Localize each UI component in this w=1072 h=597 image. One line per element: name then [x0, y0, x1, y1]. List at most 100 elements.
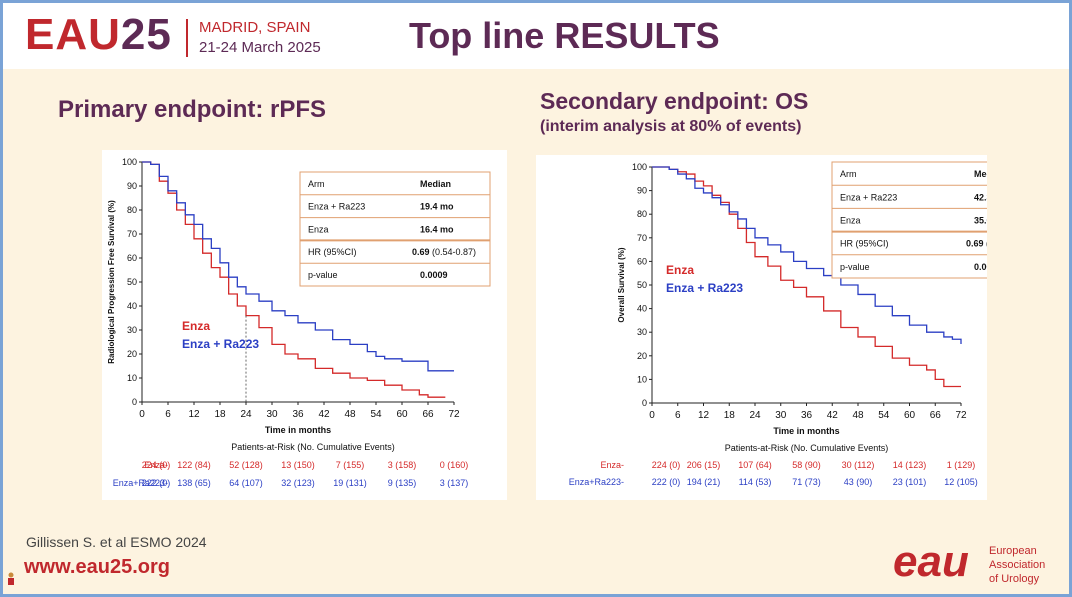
legend-enza: Enza	[666, 263, 694, 277]
risk-value: 30 (112)	[842, 460, 875, 470]
x-tick-label: 18	[214, 409, 226, 420]
risk-value: 13 (150)	[281, 460, 315, 470]
risk-value: 23 (101)	[893, 477, 927, 487]
table-cell-arm: p-value	[308, 270, 338, 280]
risk-value: 222 (0)	[652, 477, 681, 487]
risk-value: 222 (0)	[142, 478, 171, 488]
legend-enza: Enza	[182, 319, 210, 333]
table-cell-hr: 0.69 (0.52-0.90)	[966, 239, 987, 249]
risk-value: 224 (0)	[652, 460, 681, 470]
risk-value: 206 (15)	[687, 460, 721, 470]
risk-row-label: Enza+Ra223-	[113, 478, 168, 488]
table-cell-arm: Enza + Ra223	[308, 202, 365, 212]
rpfs-km-chart: 0 10 20 30 40 50 60 70 80 90 100 0 6 12 18 24 30 36 42 48 54…	[107, 157, 491, 488]
table-cell-arm: HR (95%CI)	[840, 239, 889, 249]
table-cell-median: 16.4 mo	[420, 224, 454, 234]
risk-value: 3 (158)	[388, 460, 417, 470]
table-cell-median: 0.0031	[974, 262, 987, 272]
secondary-endpoint-subtitle: (interim analysis at 80% of events)	[540, 118, 802, 135]
y-tick-label: 100	[632, 162, 647, 172]
risk-value: 138 (65)	[177, 478, 211, 488]
os-chart-panel: 0 10 20 30 40 50 60 70 80 90 100 0 6 12 18 24 30 36 42 48 54…	[536, 155, 1038, 500]
organization-name: European Association of Urology	[989, 545, 1045, 586]
risk-value: 122 (84)	[177, 460, 211, 470]
y-tick-label: 10	[127, 373, 137, 383]
table-cell-arm: Enza + Ra223	[840, 192, 897, 202]
slide-title: Top line RESULTS	[409, 15, 720, 56]
risk-value: 224 (0)	[142, 460, 171, 470]
table-header-arm: Arm	[308, 179, 325, 189]
y-tick-label: 40	[637, 304, 647, 314]
x-axis-label: Time in months	[773, 426, 839, 436]
x-tick-label: 30	[266, 409, 278, 420]
table-cell-median: 35.0 mo	[974, 215, 987, 225]
os-km-chart: 0 10 20 30 40 50 60 70 80 90 100 0 6 12 18 24 30 36 42 48 54…	[569, 161, 1038, 487]
y-tick-label: 20	[637, 351, 647, 361]
risk-value: 43 (90)	[844, 477, 873, 487]
x-tick-label: 30	[775, 410, 787, 421]
y-tick-label: 90	[637, 186, 647, 196]
x-tick-label: 72	[448, 409, 460, 420]
risk-value: 14 (123)	[893, 460, 927, 470]
legend-enza-ra223: Enza + Ra223	[666, 281, 743, 295]
x-axis-label: Time in months	[265, 425, 331, 435]
table-header-arm: Arm	[840, 169, 857, 179]
y-axis-label: Overall Survival (%)	[617, 247, 626, 322]
y-tick-label: 70	[127, 229, 137, 239]
risk-value: 1 (129)	[947, 460, 976, 470]
x-tick-label: 42	[827, 410, 839, 421]
x-tick-label: 42	[318, 409, 330, 420]
eau-footer-logo: eau	[893, 537, 969, 586]
table-cell-arm: Enza	[308, 224, 329, 234]
enza-ra223-curve	[652, 166, 962, 344]
risk-value: 12 (105)	[944, 477, 978, 487]
x-tick-label: 0	[649, 410, 655, 421]
legend-enza-ra223: Enza + Ra223	[182, 337, 259, 351]
x-tick-label: 24	[240, 409, 252, 420]
x-tick-label: 6	[165, 409, 171, 420]
org-line-3: of Urology	[989, 572, 1040, 585]
y-tick-label: 50	[637, 280, 647, 290]
x-tick-label: 18	[724, 410, 736, 421]
y-tick-label: 0	[642, 398, 647, 408]
rpfs-chart-panel: 0 10 20 30 40 50 60 70 80 90 100 0 6 12 18 24 30 36 42 48 54…	[102, 150, 507, 500]
logo-divider	[186, 19, 188, 57]
person-icon	[8, 572, 14, 585]
risk-value: 52 (128)	[229, 460, 263, 470]
x-tick-label: 6	[675, 410, 681, 421]
y-tick-label: 90	[127, 181, 137, 191]
enza-curve	[142, 161, 446, 398]
y-tick-label: 0	[132, 397, 137, 407]
risk-value: 64 (107)	[229, 478, 263, 488]
table-cell-median: 42.3 mo	[974, 192, 987, 202]
risk-value: 3 (137)	[440, 478, 469, 488]
risk-row-label: Enza+Ra223-	[569, 477, 624, 487]
enza-curve	[652, 166, 961, 388]
x-tick-label: 24	[749, 410, 761, 421]
risk-value: 32 (123)	[281, 478, 315, 488]
y-tick-label: 30	[637, 327, 647, 337]
x-tick-label: 72	[955, 410, 967, 421]
table-cell-median: 0.0009	[420, 270, 448, 280]
risk-value: 114 (53)	[739, 477, 772, 487]
y-axis-label: Radiological Progression Free Survival (…	[107, 200, 116, 364]
enza-ra223-curve	[142, 161, 454, 372]
x-tick-label: 48	[344, 409, 356, 420]
risk-value: 19 (131)	[333, 478, 367, 488]
website-link[interactable]: www.eau25.org	[24, 556, 170, 578]
citation: Gillissen S. et al ESMO 2024	[26, 534, 207, 550]
x-tick-label: 48	[852, 410, 864, 421]
y-tick-label: 30	[127, 325, 137, 335]
y-tick-label: 20	[127, 349, 137, 359]
eau25-logo: EAU25	[25, 10, 172, 59]
y-tick-label: 80	[127, 205, 137, 215]
x-tick-label: 66	[930, 410, 942, 421]
x-tick-label: 54	[370, 409, 382, 420]
y-tick-label: 40	[127, 301, 137, 311]
risk-value: 107 (64)	[738, 460, 772, 470]
x-tick-label: 12	[698, 410, 710, 421]
x-tick-label: 12	[188, 409, 200, 420]
risk-table-title: Patients-at-Risk (No. Cumulative Events)	[231, 442, 395, 452]
x-tick-label: 36	[292, 409, 304, 420]
risk-value: 71 (73)	[792, 477, 821, 487]
